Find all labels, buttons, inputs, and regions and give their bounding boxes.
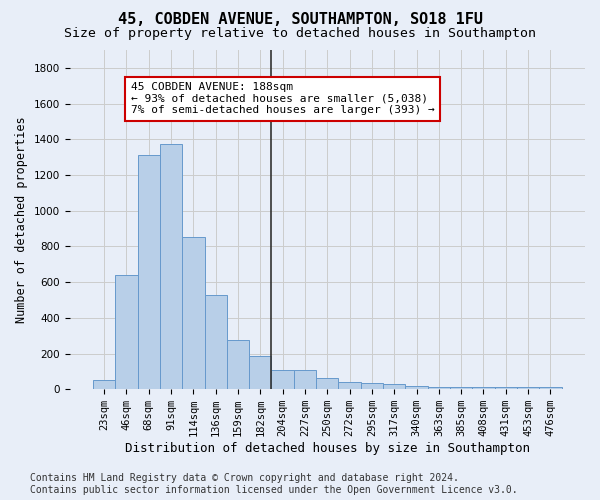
Bar [517, 386, 539, 389]
Bar [406, 386, 428, 389]
Bar [383, 384, 406, 389]
Bar [472, 386, 494, 389]
Bar [316, 378, 338, 389]
Bar [182, 238, 205, 389]
Bar [494, 386, 517, 389]
Text: 45 COBDEN AVENUE: 188sqm
← 93% of detached houses are smaller (5,038)
7% of semi: 45 COBDEN AVENUE: 188sqm ← 93% of detach… [131, 82, 434, 116]
X-axis label: Distribution of detached houses by size in Southampton: Distribution of detached houses by size … [125, 442, 530, 455]
Bar [227, 340, 249, 389]
Text: Contains HM Land Registry data © Crown copyright and database right 2024.
Contai: Contains HM Land Registry data © Crown c… [30, 474, 518, 495]
Bar [115, 275, 137, 389]
Bar [205, 294, 227, 389]
Bar [539, 388, 562, 389]
Bar [450, 386, 472, 389]
Bar [361, 383, 383, 389]
Bar [249, 356, 271, 389]
Bar [137, 156, 160, 389]
Bar [294, 370, 316, 389]
Bar [93, 380, 115, 389]
Y-axis label: Number of detached properties: Number of detached properties [15, 116, 28, 323]
Text: 45, COBDEN AVENUE, SOUTHAMPTON, SO18 1FU: 45, COBDEN AVENUE, SOUTHAMPTON, SO18 1FU [118, 12, 482, 28]
Text: Size of property relative to detached houses in Southampton: Size of property relative to detached ho… [64, 28, 536, 40]
Bar [428, 386, 450, 389]
Bar [338, 382, 361, 389]
Bar [271, 370, 294, 389]
Bar [160, 144, 182, 389]
